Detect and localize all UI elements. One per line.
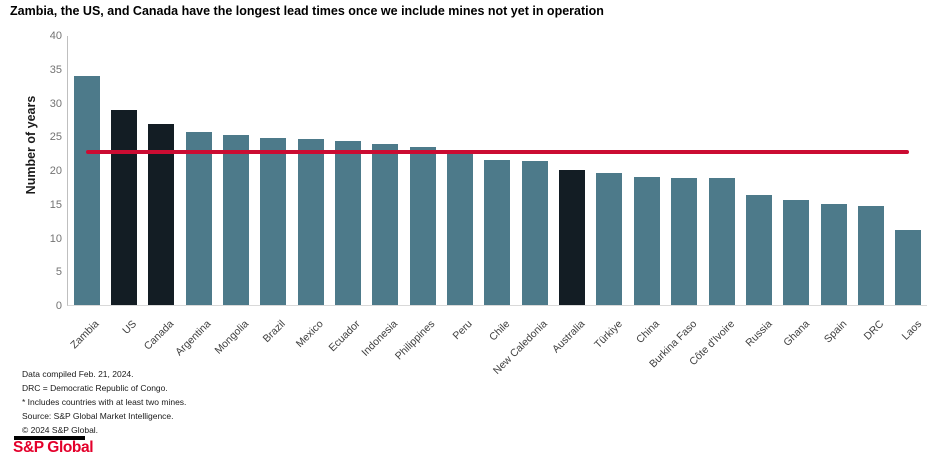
bar-mexico: [297, 138, 324, 305]
bar-peru: [447, 154, 474, 305]
bar-canada: [148, 124, 175, 305]
bar-cell-drc: [852, 36, 889, 305]
bar-cell-laos: [890, 36, 927, 305]
bar-cell-burkina-faso: [666, 36, 703, 305]
bar-drc: [857, 206, 884, 305]
sp-global-logo: S&P Global: [13, 436, 94, 456]
footnote-drc-definition: DRC = Democratic Republic of Congo.: [22, 383, 168, 393]
sp-global-logo-bar: [14, 436, 85, 440]
x-label-mexico: Mexico: [293, 318, 326, 351]
bar-cell-australia: [553, 36, 590, 305]
bar-argentina: [185, 132, 212, 305]
x-label-mongolia: Mongolia: [212, 318, 251, 357]
x-label-philippines: Philippines: [393, 318, 438, 363]
bar-cell-mongolia: [217, 36, 254, 305]
x-label-ecuador: Ecuador: [326, 318, 363, 355]
bar-philippines: [409, 146, 436, 305]
bar-t-rkiye: [596, 173, 623, 305]
bar-russia: [745, 195, 772, 305]
x-label-argentina: Argentina: [173, 318, 214, 359]
sp-global-logo-text: S&P Global: [13, 439, 94, 456]
x-label-australia: Australia: [549, 318, 588, 356]
x-label-t-rkiye: Türkiye: [591, 318, 625, 351]
bar-new-caledonia: [521, 161, 548, 305]
chart-title: Zambia, the US, and Canada have the long…: [10, 4, 604, 18]
bar-cell-argentina: [180, 36, 217, 305]
y-axis: 0 5 10 15 20 25 30 35 40: [0, 30, 62, 312]
bar-chile: [484, 159, 511, 305]
bar-cell-ghana: [778, 36, 815, 305]
x-label-canada: Canada: [141, 318, 176, 353]
bar-indonesia: [372, 143, 399, 305]
bar-cell-philippines: [404, 36, 441, 305]
bar-us: [111, 109, 138, 305]
y-tick-label-35: 35: [49, 63, 62, 76]
x-label-zambia: Zambia: [67, 318, 102, 352]
x-label-us: US: [119, 318, 139, 337]
bar-cell-canada: [143, 36, 180, 305]
footnote-source: Source: S&P Global Market Intelligence.: [22, 411, 174, 421]
x-label-chile: Chile: [487, 318, 513, 344]
x-label-spain: Spain: [821, 318, 850, 346]
x-label-ghana: Ghana: [780, 318, 812, 349]
footnotes: Data compiled Feb. 21, 2024. DRC = Democ…: [22, 367, 186, 437]
bar-china: [633, 176, 660, 305]
x-label-brazil: Brazil: [261, 318, 289, 346]
bar-cell-new-caledonia: [516, 36, 553, 305]
bar-cell-brazil: [255, 36, 292, 305]
reference-line: [86, 150, 909, 155]
y-tick-label-5: 5: [55, 266, 62, 279]
bar-cell-c-te-d-ivoire: [703, 36, 740, 305]
bar-cell-us: [105, 36, 142, 305]
bar-cell-mexico: [292, 36, 329, 305]
y-tick-label-20: 20: [49, 165, 62, 177]
y-tick-label-30: 30: [49, 97, 62, 110]
plot-area: [67, 36, 927, 306]
x-label-china: China: [634, 318, 663, 346]
bar-zambia: [73, 75, 100, 305]
x-label-laos: Laos: [899, 318, 924, 343]
bar-laos: [895, 229, 922, 305]
y-tick-label-40: 40: [49, 30, 62, 42]
footnote-copyright: © 2024 S&P Global.: [22, 425, 99, 435]
bar-cell-peru: [441, 36, 478, 305]
bar-ecuador: [335, 140, 362, 305]
x-label-peru: Peru: [450, 318, 476, 343]
bar-cell-zambia: [68, 36, 105, 305]
bar-ghana: [783, 200, 810, 305]
bar-cell-spain: [815, 36, 852, 305]
y-tick-label-10: 10: [49, 232, 62, 245]
x-label-drc: DRC: [861, 318, 887, 343]
bar-cell-indonesia: [367, 36, 404, 305]
y-tick-label-15: 15: [49, 198, 62, 211]
bar-cell-china: [628, 36, 665, 305]
bar-burkina-faso: [671, 177, 698, 305]
bar-c-te-d-ivoire: [708, 177, 735, 305]
bar-mongolia: [223, 134, 250, 305]
bar-series: [68, 36, 927, 305]
footnote-asterisk: * Includes countries with at least two m…: [22, 397, 187, 407]
footnote-data-compiled: Data compiled Feb. 21, 2024.: [22, 369, 134, 379]
bar-brazil: [260, 137, 287, 305]
x-label-russia: Russia: [743, 318, 775, 350]
bar-cell-ecuador: [329, 36, 366, 305]
bar-cell-t-rkiye: [591, 36, 628, 305]
bar-cell-chile: [479, 36, 516, 305]
bar-cell-russia: [740, 36, 777, 305]
y-tick-label-25: 25: [49, 131, 62, 144]
x-axis-labels: Zambia US Canada Argentina Mongolia Brazil Mex…: [67, 306, 927, 378]
y-tick-label-0: 0: [55, 300, 62, 312]
bar-australia: [559, 169, 586, 305]
bar-spain: [820, 204, 847, 305]
y-axis-title: Number of years: [24, 95, 38, 195]
